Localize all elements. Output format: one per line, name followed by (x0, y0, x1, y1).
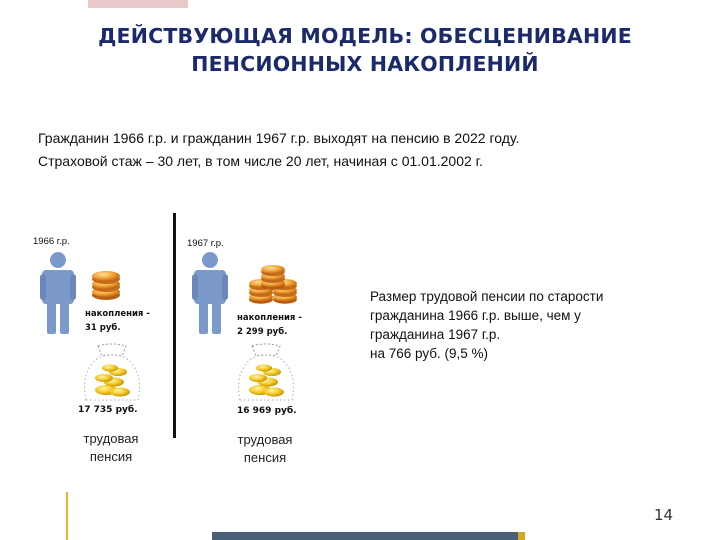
bottom-decor-accent (518, 532, 525, 540)
title-line-2: ПЕНСИОННЫХ НАКОПЛЕНИЙ (191, 52, 539, 76)
left-pension-line-2: пенсия (89, 449, 133, 464)
bottom-decor-bar (212, 532, 518, 540)
right-pension-line-2: пенсия (243, 450, 287, 465)
left-year-label: 1966 г.р. (33, 236, 70, 247)
left-savings-line-2: 31 руб. (85, 323, 121, 333)
summary-line-4: на 766 руб. (9,5 %) (370, 346, 488, 361)
summary-line-3: гражданина 1967 г.р. (370, 327, 501, 342)
left-pension-label: трудовая пенсия (66, 430, 156, 466)
left-pension-line-1: трудовая (83, 431, 139, 446)
summary-line-1: Размер трудовой пенсии по старости (370, 289, 604, 304)
person-icon (40, 252, 76, 334)
intro-line-1: Гражданин 1966 г.р. и гражданин 1967 г.р… (38, 130, 520, 146)
vertical-divider (173, 213, 176, 438)
coins-icon (86, 268, 126, 302)
intro-line-2: Страховой стаж – 30 лет, в том числе 20 … (38, 153, 483, 169)
right-pension-label: трудовая пенсия (220, 431, 310, 467)
right-year-label: 1967 г.р. (187, 238, 224, 249)
right-savings-line-2: 2 299 руб. (237, 327, 288, 337)
money-bag-icon (76, 342, 148, 404)
money-bag-icon (230, 342, 302, 404)
intro-text: Гражданин 1966 г.р. и гражданин 1967 г.р… (38, 127, 519, 173)
right-pension-line-1: трудовая (237, 432, 293, 447)
person-icon (192, 252, 228, 334)
top-decor-tab (88, 0, 188, 8)
coins-icon (249, 265, 297, 304)
right-savings-label: накопления - 2 299 руб. (237, 311, 302, 339)
left-savings-line-1: накопления - (85, 309, 150, 319)
summary-line-2: гражданина 1966 г.р. выше, чем у (370, 308, 581, 323)
left-amount: 17 735 руб. (78, 405, 138, 415)
left-decor-line (66, 492, 68, 540)
title-line-1: ДЕЙСТВУЮЩАЯ МОДЕЛЬ: ОБЕСЦЕНИВАНИЕ (98, 24, 632, 48)
right-amount: 16 969 руб. (237, 406, 297, 416)
page-number: 14 (654, 506, 674, 524)
slide-title: ДЕЙСТВУЮЩАЯ МОДЕЛЬ: ОБЕСЦЕНИВАНИЕ ПЕНСИО… (40, 22, 690, 78)
right-savings-line-1: накопления - (237, 313, 302, 323)
left-savings-label: накопления - 31 руб. (85, 307, 150, 335)
summary-text: Размер трудовой пенсии по старости гражд… (370, 287, 603, 363)
